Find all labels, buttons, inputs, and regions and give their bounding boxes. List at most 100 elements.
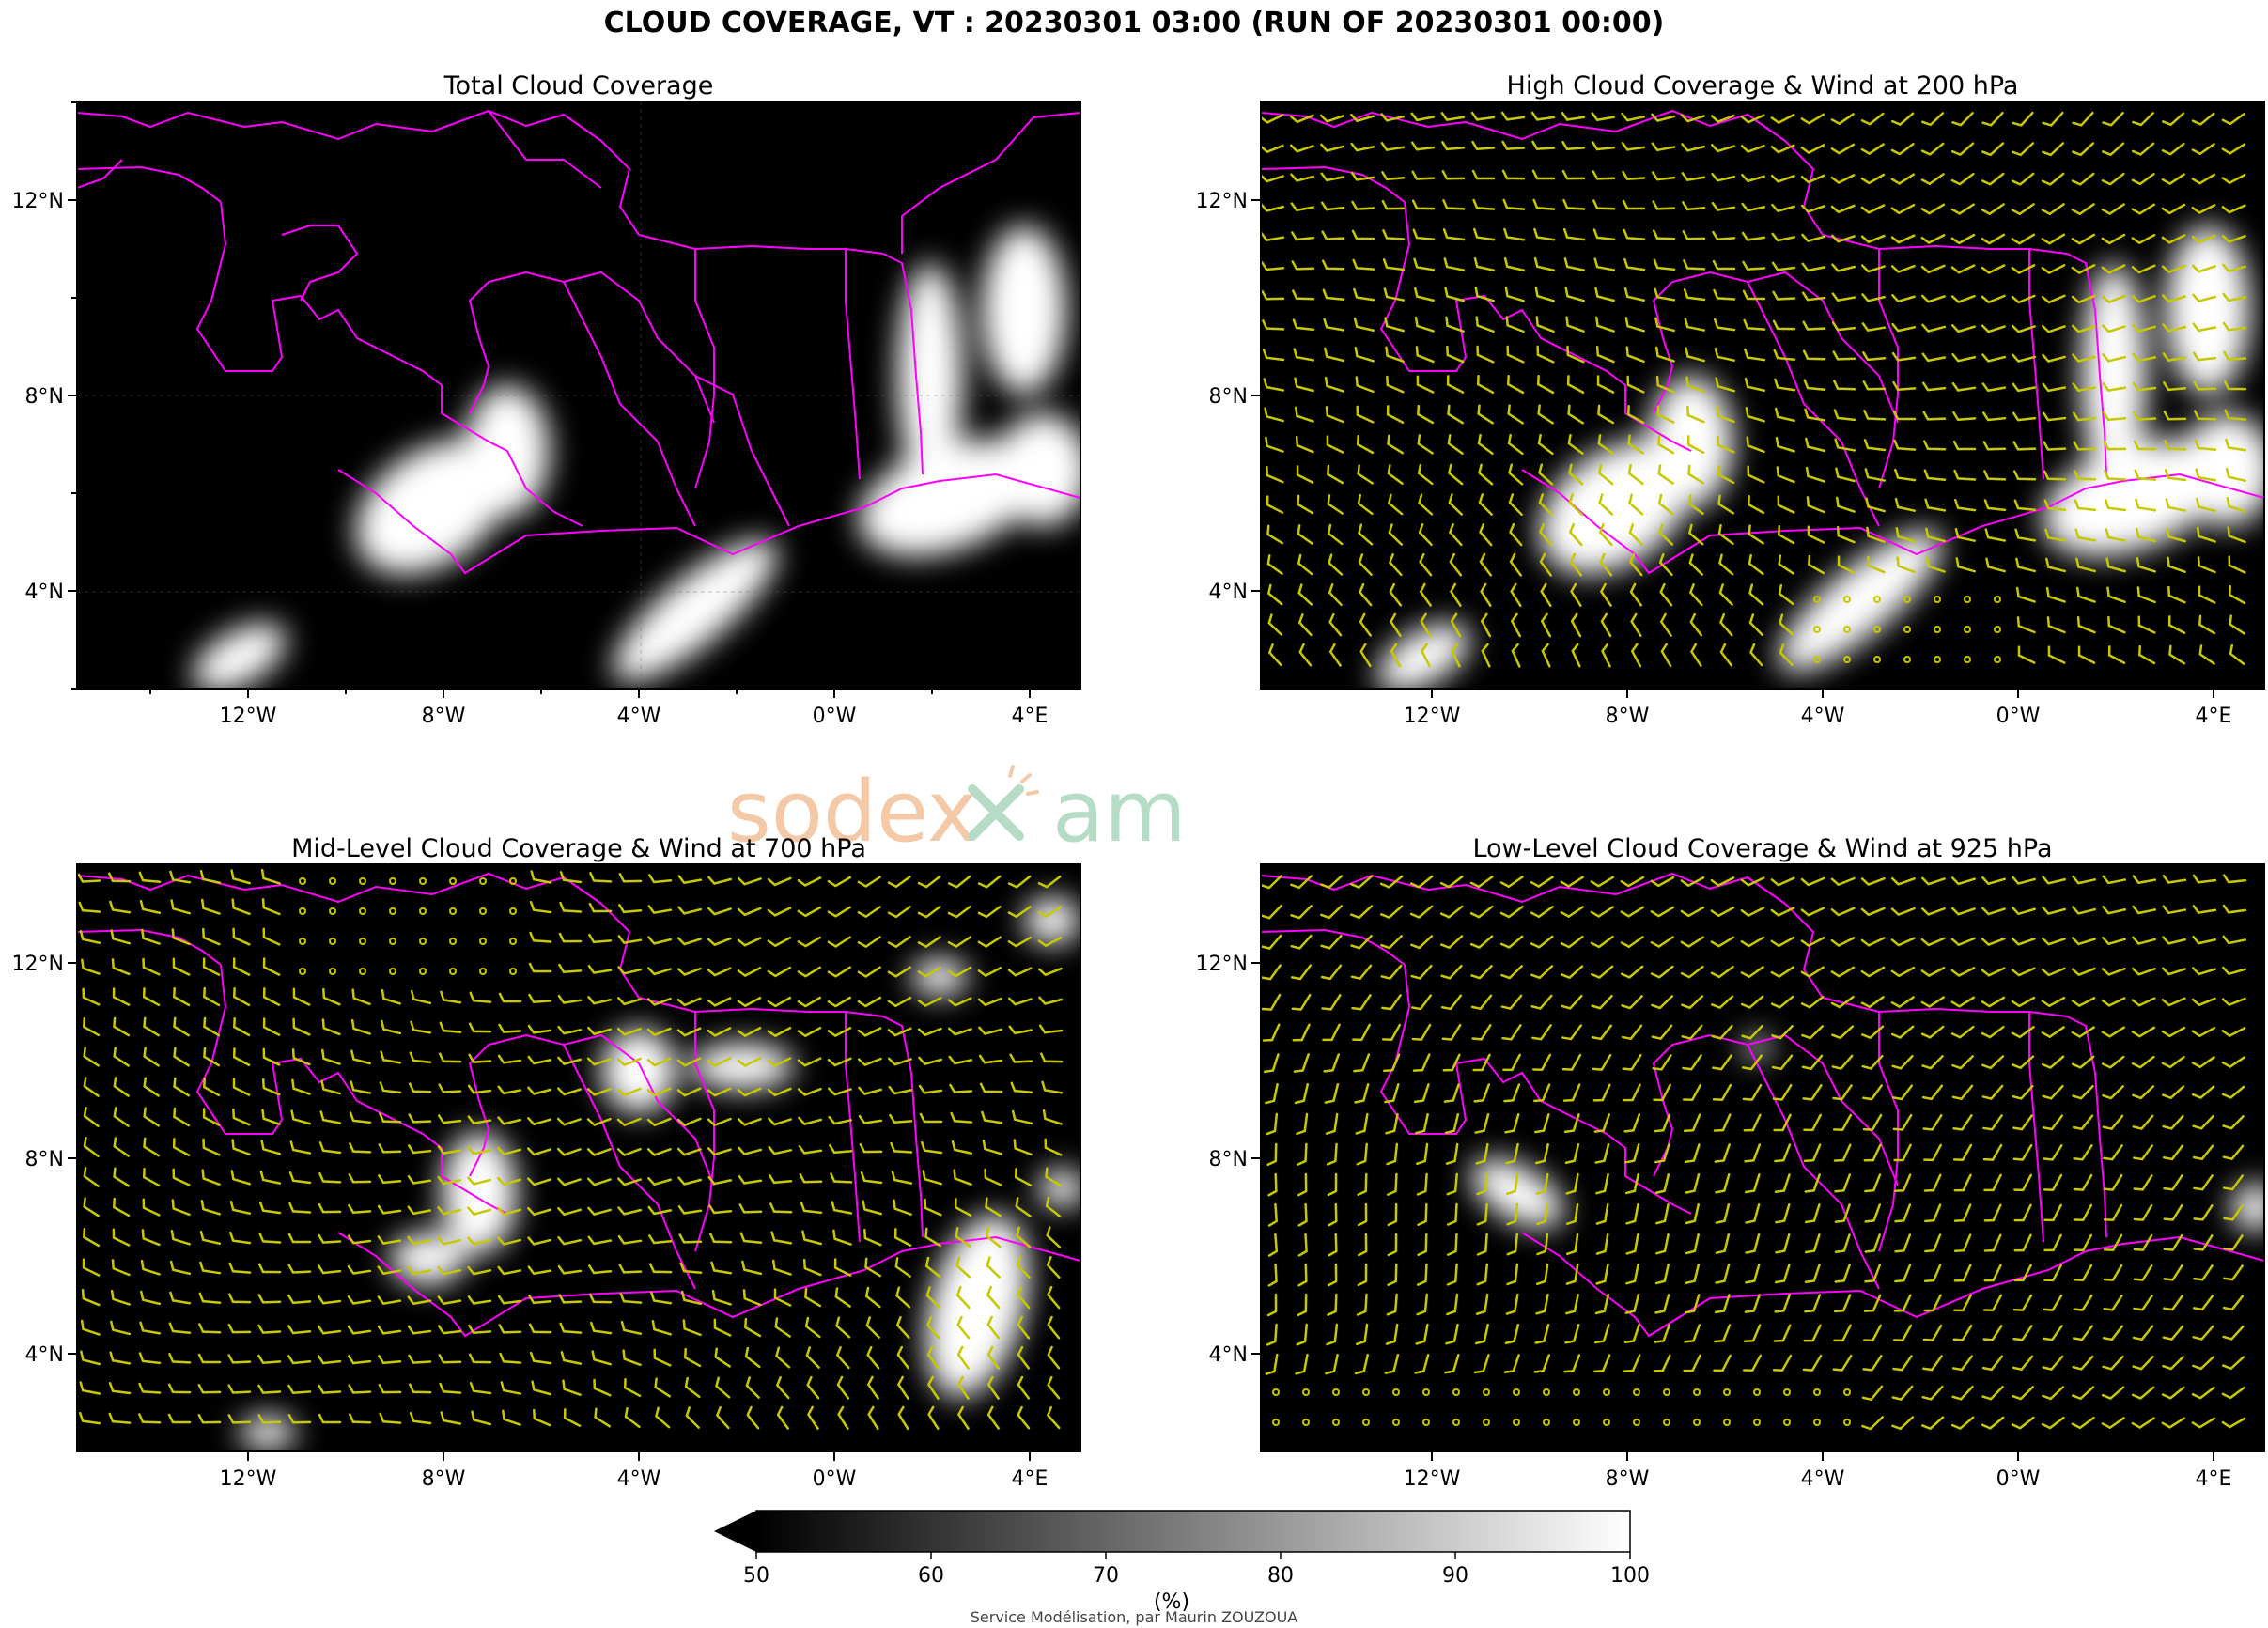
- wind-barb: [1623, 287, 1646, 302]
- wind-barb: [1864, 1264, 1882, 1283]
- wind-barb: [2193, 410, 2217, 421]
- wind-barb: [203, 986, 221, 1007]
- wind-barb: [173, 1047, 191, 1067]
- wind-barb: [558, 932, 583, 943]
- wind-barb: [1654, 1113, 1671, 1133]
- wind-barb: [559, 1322, 583, 1334]
- wind-barb: [707, 997, 732, 1007]
- wind-barb: [231, 1139, 251, 1156]
- wind-barb: [468, 1053, 492, 1063]
- wind-barb: [1920, 876, 1946, 886]
- colorbar-extend-arrow: [714, 1511, 756, 1552]
- wind-barb: [1509, 522, 1523, 547]
- wind-barb: [1353, 1053, 1371, 1073]
- y-tick-label: 4°N: [25, 1343, 64, 1367]
- wind-barb: [1357, 434, 1375, 455]
- wind-barb: [1954, 528, 1977, 542]
- wind-barb: [1773, 1324, 1792, 1342]
- wind-barb: [2016, 616, 2036, 634]
- wind-barb: [1292, 1023, 1311, 1042]
- wind-barb: [467, 1176, 492, 1186]
- wind-barb: [1770, 876, 1795, 887]
- wind-barb: [1981, 353, 2007, 363]
- wind-barb: [1530, 965, 1554, 980]
- wind-barb: [1775, 436, 1795, 453]
- wind-barb: [1656, 405, 1675, 424]
- wind-barb: [1831, 321, 1856, 332]
- wind-barb: [1686, 405, 1705, 424]
- wind-barb: [1981, 876, 2006, 885]
- wind-barb: [1039, 1052, 1064, 1063]
- wind-barb: [1384, 317, 1405, 333]
- wind-barb: [468, 1353, 492, 1364]
- wind-barb: [1654, 1324, 1670, 1343]
- wind-barb: [1742, 260, 1766, 271]
- wind-barb: [110, 1289, 131, 1306]
- wind-barb: [1353, 317, 1375, 333]
- wind-barb: [1951, 876, 1976, 886]
- wind-barb: [1772, 290, 1796, 301]
- wind-barb: [1568, 493, 1583, 516]
- calm-wind-marker: [1873, 656, 1881, 663]
- wind-barb: [113, 1137, 130, 1157]
- wind-barb: [2221, 204, 2246, 214]
- wind-barb: [1534, 1324, 1550, 1344]
- wind-barb: [927, 1375, 940, 1400]
- wind-barb: [1442, 228, 1466, 241]
- wind-barb: [171, 928, 191, 946]
- wind-barb: [2073, 1264, 2093, 1281]
- colorbar-ticks: [755, 1552, 1631, 1559]
- wind-barb: [2194, 439, 2217, 452]
- wind-barb: [1891, 1054, 1914, 1070]
- wind-barb: [1862, 1355, 1883, 1372]
- wind-barb: [230, 1170, 251, 1186]
- wind-barb: [1594, 1143, 1610, 1164]
- wind-barb: [2164, 469, 2187, 482]
- wind-barb: [1476, 1202, 1488, 1226]
- wind-barb: [947, 936, 971, 948]
- wind-barb: [1740, 966, 1764, 978]
- wind-barb: [1263, 378, 1285, 392]
- wind-barb: [888, 1085, 913, 1095]
- wind-barb: [1357, 464, 1374, 485]
- wind-barb: [320, 1079, 341, 1095]
- wind-barb: [2012, 142, 2035, 157]
- calm-wind-marker: [1843, 626, 1851, 633]
- wind-barb: [1831, 292, 1856, 302]
- wind-barb: [1380, 142, 1406, 151]
- wind-barb: [1801, 291, 1826, 302]
- wind-barb: [287, 1384, 312, 1394]
- wind-barb: [2012, 907, 2036, 916]
- wind-barb: [1950, 203, 1975, 215]
- figure-title: CLOUD COVERAGE, VT : 20230301 03:00 (RUN…: [604, 7, 1665, 39]
- wind-barb: [1591, 112, 1616, 122]
- wind-barb: [2013, 1203, 2032, 1222]
- wind-barb: [2221, 173, 2246, 184]
- wind-barb: [2071, 324, 2096, 333]
- wind-barb: [1660, 643, 1672, 668]
- wind-barb: [1290, 231, 1315, 241]
- calm-wind-marker: [509, 938, 517, 945]
- wind-barb: [1448, 463, 1464, 486]
- wind-barb: [497, 1085, 522, 1095]
- wind-barb: [859, 1142, 883, 1154]
- wind-barb: [1712, 1083, 1732, 1101]
- wind-barb: [831, 1201, 853, 1215]
- wind-barb: [1982, 441, 2007, 451]
- wind-barb: [1597, 463, 1614, 486]
- wind-barb: [2073, 1325, 2093, 1341]
- wind-barb: [1890, 996, 1915, 1008]
- wind-barb: [1327, 464, 1344, 485]
- calm-wind-marker: [1723, 1388, 1731, 1396]
- wind-barb: [198, 1292, 222, 1304]
- wind-barb: [1294, 1082, 1310, 1105]
- wind-barb: [1476, 1263, 1488, 1286]
- wind-barb: [2102, 1355, 2124, 1371]
- wind-barb: [1775, 1203, 1791, 1224]
- wind-barb: [2163, 1174, 2183, 1191]
- wind-barb: [1418, 493, 1434, 516]
- wind-barb: [1981, 111, 2004, 127]
- wind-barb: [2193, 1204, 2214, 1221]
- wind-barb: [2131, 1386, 2155, 1400]
- wind-barb: [2071, 1417, 2095, 1430]
